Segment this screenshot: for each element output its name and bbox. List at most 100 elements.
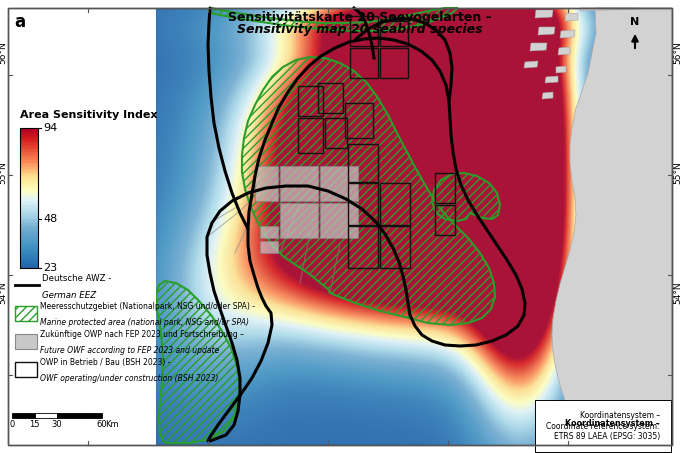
Bar [20, 156, 38, 157]
Text: 48: 48 [43, 214, 57, 224]
Bar [20, 131, 38, 132]
Bar [20, 201, 38, 202]
Polygon shape [542, 92, 553, 99]
Bar [20, 150, 38, 152]
Polygon shape [535, 10, 553, 18]
Polygon shape [565, 13, 578, 21]
Polygon shape [560, 30, 575, 38]
Bar [20, 215, 38, 216]
Bar [380, 21, 408, 46]
Polygon shape [552, 8, 672, 445]
Bar [20, 174, 38, 176]
Bar [8, 8, 156, 445]
Bar [20, 160, 38, 162]
Bar [255, 166, 278, 201]
Bar [8, 8, 156, 445]
Bar [20, 134, 38, 135]
Bar [20, 202, 38, 203]
Bar [20, 221, 38, 222]
Polygon shape [556, 66, 566, 73]
Polygon shape [565, 13, 578, 21]
Bar [20, 185, 38, 187]
Polygon shape [524, 61, 538, 68]
Text: N: N [630, 17, 640, 27]
Polygon shape [552, 8, 672, 445]
Text: 94: 94 [43, 123, 57, 133]
Text: 56°N: 56°N [673, 42, 680, 64]
Text: 55°N: 55°N [673, 162, 680, 184]
Bar [35, 413, 57, 418]
Bar [280, 166, 318, 201]
Text: 55°N: 55°N [0, 162, 7, 184]
Bar [20, 197, 38, 198]
Bar [20, 260, 38, 261]
Bar [20, 138, 38, 139]
Bar [20, 267, 38, 268]
Text: Sensitivitätskarte 20 Seevogelarten –: Sensitivitätskarte 20 Seevogelarten – [228, 11, 492, 24]
Bar [20, 225, 38, 226]
Bar [20, 264, 38, 265]
Bar [20, 145, 38, 146]
Bar [15, 306, 37, 321]
Bar [20, 199, 38, 201]
Bar [20, 243, 38, 244]
Polygon shape [530, 43, 547, 51]
Bar [20, 180, 38, 181]
Text: a: a [14, 13, 25, 31]
Bar [20, 163, 38, 164]
Text: Km: Km [105, 420, 118, 429]
Polygon shape [545, 76, 558, 83]
Bar [20, 171, 38, 173]
Text: 54°N: 54°N [0, 282, 7, 304]
Bar [20, 193, 38, 194]
Bar [20, 148, 38, 149]
Bar [20, 241, 38, 243]
Bar [57, 413, 80, 418]
Bar [20, 250, 38, 251]
Bar [20, 261, 38, 262]
Text: 54°N: 54°N [673, 282, 680, 304]
Bar [20, 222, 38, 223]
Text: 56°N: 56°N [0, 42, 7, 64]
Bar [20, 255, 38, 257]
Bar [318, 83, 343, 113]
Bar [260, 241, 278, 253]
Bar [20, 205, 38, 207]
Text: Koordinatensystem –: Koordinatensystem – [565, 419, 660, 428]
Bar [20, 258, 38, 260]
Bar [20, 142, 38, 144]
Bar [20, 216, 38, 217]
Bar [320, 203, 358, 238]
Bar [260, 226, 278, 238]
Bar [20, 128, 38, 268]
Bar [348, 183, 378, 225]
Bar [20, 140, 38, 142]
Bar [20, 230, 38, 231]
Bar [325, 118, 347, 148]
Bar [20, 213, 38, 215]
Bar [20, 173, 38, 174]
Bar [298, 118, 323, 153]
Bar [80, 413, 102, 418]
Bar [435, 173, 455, 203]
Bar [20, 195, 38, 197]
Bar [20, 234, 38, 236]
Bar [20, 139, 38, 140]
Bar [380, 48, 408, 78]
Polygon shape [538, 27, 555, 35]
Polygon shape [558, 47, 570, 55]
Bar [20, 176, 38, 177]
Bar [20, 253, 38, 254]
Bar [15, 334, 37, 349]
Bar [20, 130, 38, 131]
Bar [20, 240, 38, 241]
Bar [20, 233, 38, 234]
Bar [20, 153, 38, 154]
Bar [20, 135, 38, 136]
Bar [20, 167, 38, 169]
Text: Sensitivity map 20 seabird species: Sensitivity map 20 seabird species [237, 23, 483, 36]
Polygon shape [530, 43, 547, 51]
Text: Deutsche AWZ -: Deutsche AWZ - [42, 274, 112, 283]
Bar [20, 136, 38, 138]
Bar [20, 226, 38, 227]
